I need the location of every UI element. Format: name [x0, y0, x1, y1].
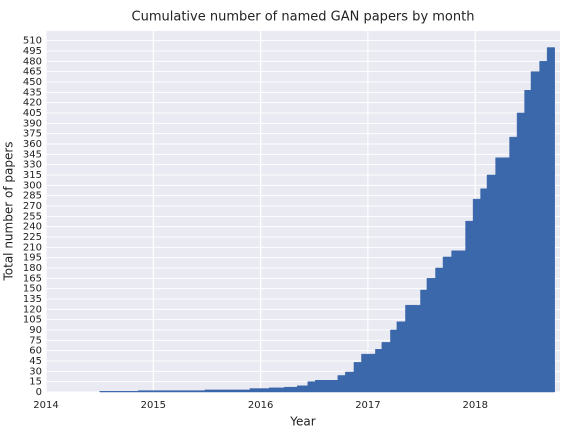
y-tick-label: 375: [23, 129, 42, 140]
y-tick-label: 60: [29, 346, 42, 357]
y-tick-label: 105: [23, 315, 42, 326]
y-tick-label: 465: [23, 67, 42, 78]
y-tick-label: 0: [36, 387, 42, 398]
x-tick-label: 2015: [141, 400, 166, 411]
x-tick-label: 2016: [248, 400, 273, 411]
y-tick-label: 495: [23, 46, 42, 57]
y-tick-label: 195: [23, 253, 42, 264]
x-tick-label: 2014: [33, 400, 58, 411]
y-tick-label: 30: [29, 366, 42, 377]
y-tick-label: 255: [23, 211, 42, 222]
y-tick-label: 165: [23, 273, 42, 284]
y-tick-label: 45: [29, 356, 42, 367]
x-tick-label: 2018: [463, 400, 488, 411]
y-tick-label: 75: [29, 335, 42, 346]
x-axis-label: Year: [289, 415, 315, 429]
y-tick-label: 390: [23, 118, 42, 129]
x-tick-label: 2017: [355, 400, 380, 411]
y-tick-label: 405: [23, 108, 42, 119]
y-tick-label: 420: [23, 98, 42, 109]
y-tick-label: 15: [29, 377, 42, 388]
y-tick-label: 270: [23, 201, 42, 212]
y-tick-label: 135: [23, 294, 42, 305]
y-tick-label: 300: [23, 180, 42, 191]
y-tick-label: 285: [23, 191, 42, 202]
y-axis-label: Total number of papers: [2, 141, 16, 281]
y-tick-label: 120: [23, 304, 42, 315]
y-tick-label: 435: [23, 87, 42, 98]
y-tick-label: 210: [23, 242, 42, 253]
y-tick-label: 225: [23, 232, 42, 243]
y-tick-label: 150: [23, 284, 42, 295]
y-tick-label: 360: [23, 139, 42, 150]
y-tick-label: 450: [23, 77, 42, 88]
y-tick-label: 240: [23, 222, 42, 233]
y-tick-label: 90: [29, 325, 42, 336]
y-tick-label: 510: [23, 36, 42, 47]
step-area: [99, 47, 555, 393]
y-tick-label: 330: [23, 160, 42, 171]
y-tick-label: 180: [23, 263, 42, 274]
y-tick-label: 315: [23, 170, 42, 181]
chart-title: Cumulative number of named GAN papers by…: [132, 10, 475, 25]
y-tick-label: 345: [23, 149, 42, 160]
y-tick-label: 480: [23, 56, 42, 67]
